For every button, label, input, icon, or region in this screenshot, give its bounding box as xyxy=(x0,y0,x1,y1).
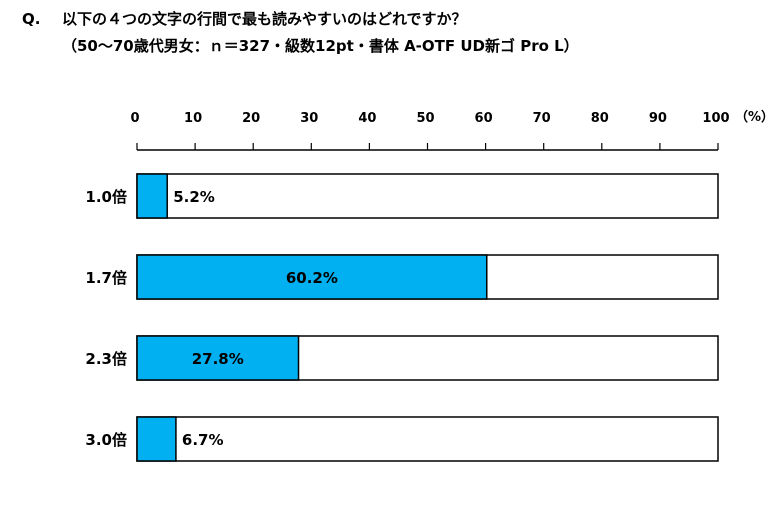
bar-track xyxy=(136,416,719,462)
bar-row: 1.7倍 60.2% xyxy=(85,254,719,300)
bar-row: 3.0倍 6.7% xyxy=(85,416,719,462)
bar-row: 2.3倍 27.8% xyxy=(85,335,719,381)
question-title: Q. 以下の４つの文字の行間で最も読みやすいのはどれですか？ xyxy=(22,8,467,29)
x-tick-label: 40 xyxy=(358,111,376,126)
x-tick-label: 20 xyxy=(242,111,260,126)
category-label: 1.0倍 xyxy=(85,188,127,206)
x-tick-label: 0 xyxy=(130,111,139,126)
x-axis: 0 10 20 30 40 50 60 70 80 90 100 （%） xyxy=(130,109,774,151)
x-tick-label: 60 xyxy=(475,111,493,126)
bar xyxy=(136,173,168,219)
bar-track xyxy=(136,173,719,219)
value-label: 6.7% xyxy=(182,431,224,449)
bar xyxy=(136,416,177,462)
bar xyxy=(136,335,300,381)
x-tick-label: 90 xyxy=(649,111,667,126)
value-label: 27.8% xyxy=(192,350,244,368)
x-tick-label: 70 xyxy=(533,111,551,126)
bars: 1.0倍 5.2% 1.7倍 60.2% 2.3倍 27.8% 3.0倍 6.7% xyxy=(85,173,719,462)
bar-row: 1.0倍 5.2% xyxy=(85,173,719,219)
question-text: 以下の４つの文字の行間で最も読みやすいのはどれですか？ xyxy=(62,10,467,28)
value-label: 60.2% xyxy=(286,269,338,287)
x-tick-label: 30 xyxy=(300,111,318,126)
category-label: 1.7倍 xyxy=(85,269,127,287)
value-label: 5.2% xyxy=(173,188,215,206)
x-tick-label: 80 xyxy=(591,111,609,126)
question-subtext: （50〜70歳代男女：ｎ＝327・級数12pt・書体 A-OTF UD新ゴ Pr… xyxy=(62,37,579,55)
bar xyxy=(136,254,488,300)
x-unit-label: （%） xyxy=(735,109,774,125)
question-mark: Q. xyxy=(22,10,41,28)
x-tick-label: 100 xyxy=(702,111,729,126)
category-label: 2.3倍 xyxy=(85,350,127,368)
x-tick-label: 10 xyxy=(184,111,202,126)
x-tick-label: 50 xyxy=(416,111,434,126)
category-label: 3.0倍 xyxy=(85,431,127,449)
